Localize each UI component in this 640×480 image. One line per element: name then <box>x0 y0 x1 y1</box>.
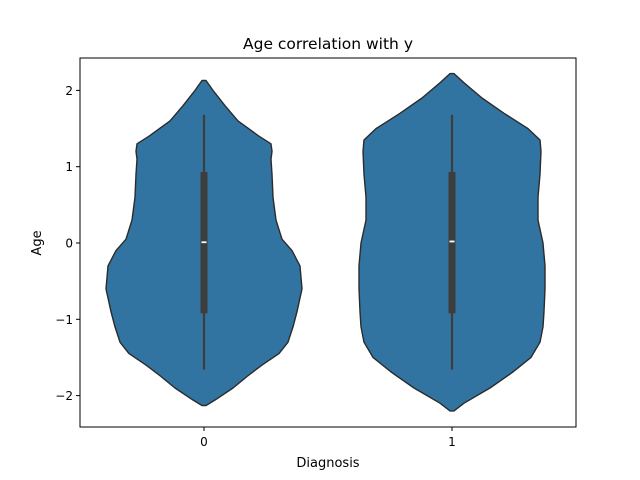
iqr-box-1 <box>448 172 456 314</box>
y-tick-label: 0 <box>65 237 73 251</box>
y-tick-label: 2 <box>65 84 73 98</box>
y-tick-label: −2 <box>55 389 73 403</box>
y-axis-label: Age <box>30 230 45 255</box>
x-axis-label: Diagnosis <box>296 456 359 471</box>
chart-title: Age correlation with y <box>243 35 413 53</box>
x-tick-label: 1 <box>448 435 456 449</box>
plot-area <box>105 72 546 412</box>
y-tick-label: −1 <box>55 313 73 327</box>
axes: 2 1 0 −1 −2 0 1 <box>55 57 577 449</box>
x-tick-label: 0 <box>200 435 208 449</box>
y-tick-label: 1 <box>65 160 73 174</box>
